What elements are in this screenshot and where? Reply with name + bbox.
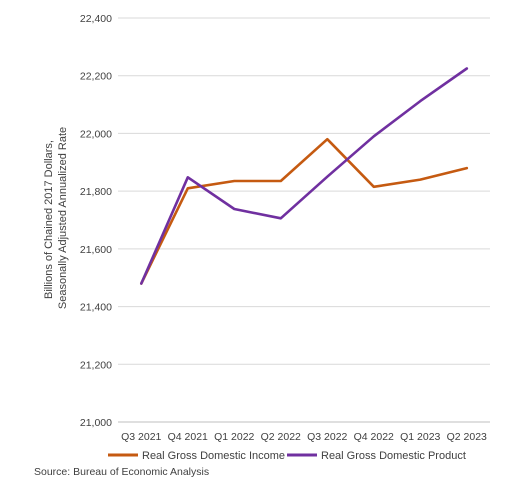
series-line-gdp (140, 67, 469, 285)
y-tick-label: 21,200 (80, 359, 112, 371)
x-tick-label: Q4 2022 (354, 431, 394, 443)
x-tick-label: Q1 2022 (214, 431, 254, 443)
x-tick-label: Q4 2021 (168, 431, 208, 443)
x-tick-labels: Q3 2021 Q4 2021 Q1 2022 Q2 2022 Q3 2022 Q4 20… (121, 431, 487, 443)
y-tick-labels: 21,000 21,200 21,400 21,600 21,800 22,000 22,2… (80, 13, 112, 429)
x-tick-label: Q3 2022 (307, 431, 347, 443)
gridlines (118, 17, 490, 423)
y-axis-label-line-1: Billions of Chained 2017 Dollars, (43, 140, 55, 299)
y-tick-label: 21,600 (80, 244, 112, 256)
x-tick-label: Q2 2022 (261, 431, 301, 443)
y-tick-label: 21,400 (80, 302, 112, 314)
series-line-gdi (140, 137, 469, 285)
y-tick-label: 21,800 (80, 186, 112, 198)
series-lines (140, 67, 469, 285)
y-tick-label: 22,400 (80, 13, 112, 25)
legend-label-gdi: Real Gross Domestic Income (142, 450, 285, 462)
x-tick-label: Q2 2023 (447, 431, 487, 443)
x-tick-label: Q1 2023 (400, 431, 440, 443)
y-tick-label: 22,200 (80, 71, 112, 83)
legend: Real Gross Domestic Income Real Gross Do… (108, 450, 466, 462)
y-axis-label-line-2: Seasonally Adjusted Annualized Rate (57, 127, 69, 309)
y-tick-label: 21,000 (80, 417, 112, 429)
legend-label-gdp: Real Gross Domestic Product (321, 450, 466, 462)
source-note: Source: Bureau of Economic Analysis (34, 466, 209, 478)
y-tick-label: 22,000 (80, 128, 112, 140)
x-tick-label: Q3 2021 (121, 431, 161, 443)
y-axis-label: Billions of Chained 2017 Dollars, Season… (43, 127, 69, 309)
